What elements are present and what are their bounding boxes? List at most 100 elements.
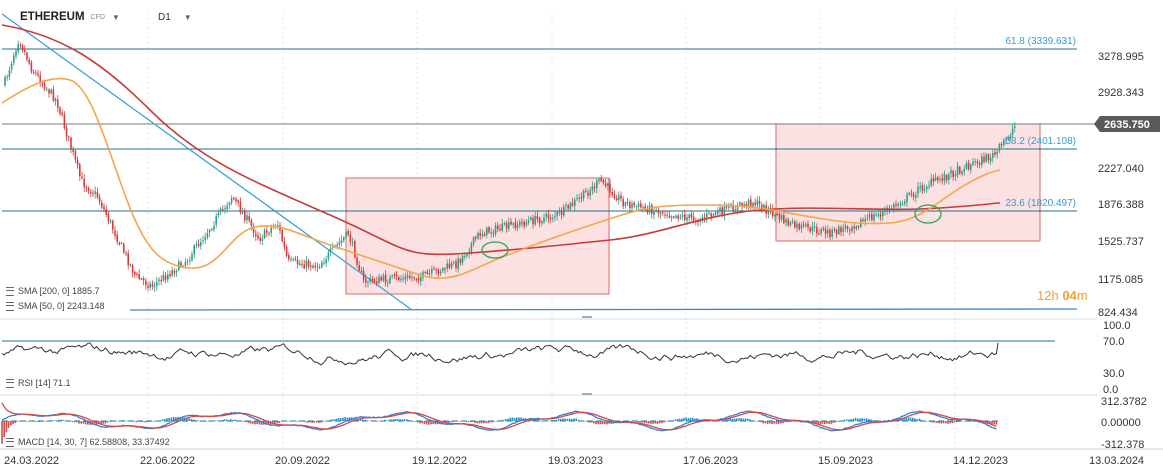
candle-body xyxy=(114,230,116,236)
panel-resize-handle[interactable] xyxy=(582,393,592,395)
candle-body xyxy=(448,263,451,268)
candle-body xyxy=(1005,138,1007,141)
candle-body xyxy=(453,261,455,263)
candle-body xyxy=(673,216,675,218)
timeframe-selector[interactable]: D1 ▼ xyxy=(158,9,192,25)
rsi-tick: 0.0 xyxy=(1103,384,1118,396)
macd-bar xyxy=(795,421,797,422)
candle-body xyxy=(706,213,708,219)
macd-bar xyxy=(949,421,951,424)
candle-body xyxy=(855,226,858,229)
candle-body xyxy=(499,228,501,231)
panel-resize-handle[interactable] xyxy=(582,316,592,318)
macd-bar xyxy=(463,420,465,422)
sma50-legend[interactable]: SMA [50, 0] 2243.148 xyxy=(6,301,105,311)
candle-body xyxy=(536,215,539,220)
candle-body xyxy=(248,215,250,221)
candle-body xyxy=(774,214,776,217)
candle-body xyxy=(281,229,283,242)
macd-bar xyxy=(153,421,155,422)
candle-body xyxy=(719,207,721,212)
symbol-selector[interactable]: ETHEREUM CFD ▼ xyxy=(20,9,120,25)
macd-bar xyxy=(40,421,43,422)
macd-bar xyxy=(964,420,967,422)
candle-body xyxy=(347,230,349,235)
macd-bar xyxy=(78,421,80,424)
candle-body xyxy=(356,257,358,265)
candle-body xyxy=(758,200,761,204)
macd-bar xyxy=(760,421,762,423)
candle-body xyxy=(13,55,15,63)
macd-bar xyxy=(168,418,170,421)
macd-bar xyxy=(843,419,846,421)
macd-bar xyxy=(674,419,676,421)
macd-bar xyxy=(362,419,364,421)
macd-bar xyxy=(518,417,520,421)
candle-body xyxy=(569,203,572,210)
macd-bar xyxy=(777,421,780,425)
macd-bar xyxy=(793,421,795,422)
macd-bar xyxy=(258,421,261,425)
macd-bar xyxy=(276,421,278,423)
candle-body xyxy=(180,262,182,267)
candle-body xyxy=(345,231,347,238)
candle-body xyxy=(35,72,37,74)
macd-bar xyxy=(683,417,685,421)
candle-body xyxy=(622,199,624,207)
candle-body xyxy=(213,225,215,230)
candle-body xyxy=(961,171,963,175)
macd-bar xyxy=(100,421,102,425)
candle-body xyxy=(173,270,176,273)
candle-body xyxy=(967,163,970,170)
candle-body xyxy=(822,228,825,230)
candle-body xyxy=(576,198,578,200)
candle-body xyxy=(662,212,664,214)
macd-bar xyxy=(87,421,89,425)
candle-body xyxy=(237,200,239,203)
candle-body xyxy=(98,196,101,202)
macd-bar xyxy=(597,421,599,425)
macd-bar xyxy=(313,421,316,423)
macd-bar xyxy=(905,417,907,421)
candle-body xyxy=(307,260,310,267)
macd-bar xyxy=(500,420,503,421)
macd-bar xyxy=(687,418,690,421)
macd-bar xyxy=(21,420,23,422)
sma200-legend[interactable]: SMA [200, 0] 1885.7 xyxy=(6,286,100,296)
macd-bar xyxy=(164,419,166,421)
macd-bar xyxy=(584,421,586,422)
macd-bar xyxy=(586,421,588,422)
candle-body xyxy=(651,204,653,214)
macd-bar xyxy=(67,421,69,422)
macd-bar xyxy=(819,421,822,425)
macd-bar xyxy=(725,419,727,421)
price-axis: 3278.995 2928.343 2227.040 1876.388 1525… xyxy=(1098,51,1144,319)
candlesticks xyxy=(4,40,1016,293)
macd-bar xyxy=(573,418,575,421)
candle-body xyxy=(728,206,730,208)
macd-bar xyxy=(487,421,489,424)
macd-bar xyxy=(927,420,929,422)
candle-body xyxy=(811,226,814,232)
candle-body xyxy=(844,225,847,229)
rsi-legend[interactable]: RSI [14] 71.1 xyxy=(6,378,71,388)
candle-body xyxy=(424,272,426,274)
candle-body xyxy=(646,207,649,213)
macd-bar xyxy=(392,419,395,421)
candle-body xyxy=(206,233,209,238)
macd-bar xyxy=(832,421,835,423)
candle-body xyxy=(116,234,118,242)
macd-bar xyxy=(606,421,608,425)
macd-bar xyxy=(274,421,276,424)
macd-bar xyxy=(223,419,225,421)
candle-body xyxy=(593,186,596,189)
candle-body xyxy=(840,227,842,233)
candle-body xyxy=(125,252,127,254)
candle-body xyxy=(46,88,48,90)
macd-bar xyxy=(480,421,483,424)
candle-body xyxy=(167,274,169,280)
candle-body xyxy=(151,284,154,287)
macd-legend[interactable]: MACD [14, 30, 7] 62.58808, 33.37492 xyxy=(6,437,170,447)
candle-body xyxy=(560,210,563,216)
